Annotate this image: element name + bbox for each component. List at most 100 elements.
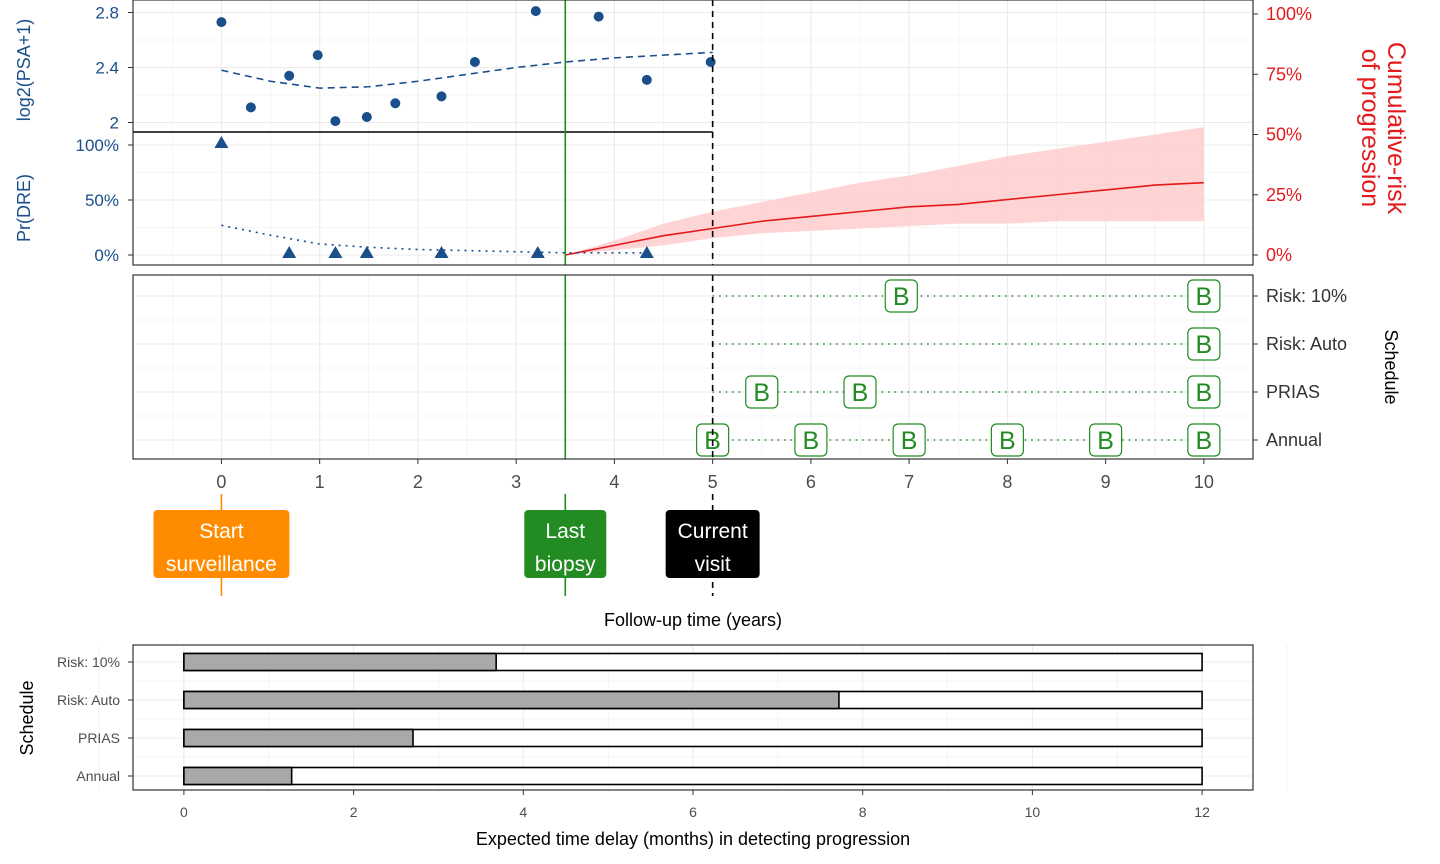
psa-point xyxy=(245,102,256,113)
dre-axis-title: Pr(DRE) xyxy=(14,174,34,242)
event-label-box xyxy=(153,510,290,578)
delay-bar xyxy=(183,766,293,786)
biopsy-marker-label: B xyxy=(1196,427,1213,455)
biopsy-marker-box xyxy=(1187,279,1221,313)
psa-tick-label: 2.8 xyxy=(95,4,119,23)
dre-point xyxy=(282,246,297,258)
psa-point xyxy=(216,17,227,28)
schedule-row-label: PRIAS xyxy=(1266,382,1320,402)
risk-axis-title-line: of progression xyxy=(1356,49,1384,207)
delay-axis-title: Expected time delay (months) in detectin… xyxy=(476,829,910,849)
delay-row-label: Risk: Auto xyxy=(57,692,120,708)
psa-fitted-curve xyxy=(221,51,713,89)
biopsy-marker-label: B xyxy=(1196,379,1213,407)
biopsy-marker-box xyxy=(745,375,779,409)
dre-tick-label: 0% xyxy=(94,246,119,265)
time-tick-label: 9 xyxy=(1101,472,1111,492)
delay-schedule-axis-title: Schedule xyxy=(17,680,37,755)
biopsy-marker: B xyxy=(1089,423,1123,457)
delay-tick-label: 6 xyxy=(689,804,697,820)
biopsy-marker-box xyxy=(1089,423,1123,457)
risk-tick-label: 25% xyxy=(1266,185,1302,205)
delay-tick-label: 2 xyxy=(350,804,358,820)
psa-point xyxy=(705,57,716,67)
biopsy-marker: B xyxy=(1187,279,1221,313)
psa-point xyxy=(436,91,447,102)
biopsy-marker-label: B xyxy=(901,427,918,455)
biopsy-marker: B xyxy=(892,423,926,457)
delay-row-label: Annual xyxy=(76,768,120,784)
psa-axis-title: log2(PSA+1) xyxy=(14,19,34,122)
dre-point xyxy=(328,246,343,258)
time-tick-label: 10 xyxy=(1194,472,1214,492)
psa-point xyxy=(641,74,652,85)
delay-bar-outline xyxy=(183,766,1203,786)
dre-point xyxy=(530,246,545,258)
biopsy-marker-box xyxy=(1187,327,1221,361)
time-tick-label: 6 xyxy=(806,472,816,492)
top-panel-frame xyxy=(132,0,1254,266)
biopsy-marker-label: B xyxy=(1196,283,1213,311)
delay-row-label: Risk: 10% xyxy=(57,654,120,670)
biopsy-marker-label: B xyxy=(753,379,770,407)
risk-tick-label: 50% xyxy=(1266,125,1302,145)
event-label-text: visit xyxy=(695,553,731,576)
delay-tick-label: 12 xyxy=(1194,804,1210,820)
biopsy-marker: B xyxy=(1187,423,1221,457)
biopsy-marker-box xyxy=(884,279,918,313)
delay-tick-label: 8 xyxy=(859,804,867,820)
risk-tick-label: 100% xyxy=(1266,4,1312,24)
time-tick-label: 0 xyxy=(216,472,226,492)
delay-tick-label: 4 xyxy=(519,804,527,820)
psa-tick-label: 2 xyxy=(110,114,119,133)
biopsy-marker: B xyxy=(990,423,1024,457)
time-tick-label: 4 xyxy=(609,472,619,492)
dre-tick-label: 100% xyxy=(76,136,119,155)
biopsy-marker: B xyxy=(1187,375,1221,409)
biopsy-marker: B xyxy=(794,423,828,457)
biopsy-marker-label: B xyxy=(893,283,910,311)
psa-point xyxy=(390,98,401,109)
delay-tick-label: 10 xyxy=(1025,804,1041,820)
biopsy-marker: B xyxy=(1187,327,1221,361)
biopsy-marker: B xyxy=(884,279,918,313)
delay-bar xyxy=(183,652,497,672)
dre-point xyxy=(214,136,229,148)
event-label-box xyxy=(524,510,607,578)
schedule-row-label: Risk: Auto xyxy=(1266,334,1347,354)
schedule-axis-title: Schedule xyxy=(1381,329,1401,404)
biopsy-marker-box xyxy=(843,375,877,409)
biopsy-marker: B xyxy=(745,375,779,409)
dre-point xyxy=(434,246,449,258)
time-tick-label: 8 xyxy=(1002,472,1012,492)
risk-confidence-band xyxy=(565,127,1204,255)
time-tick-label: 1 xyxy=(315,472,325,492)
delay-tick-label: 0 xyxy=(180,804,188,820)
psa-point xyxy=(284,70,295,81)
biopsy-marker-label: B xyxy=(803,427,820,455)
time-axis-title: Follow-up time (years) xyxy=(604,610,782,630)
dre-point xyxy=(639,246,654,258)
time-tick-label: 7 xyxy=(904,472,914,492)
event-label-text: Start xyxy=(199,520,244,543)
event-label-text: biopsy xyxy=(535,553,596,576)
dre-point xyxy=(359,246,374,258)
time-tick-label: 5 xyxy=(708,472,718,492)
biopsy-marker-box xyxy=(1187,375,1221,409)
biopsy-marker-label: B xyxy=(1196,331,1213,359)
risk-tick-label: 75% xyxy=(1266,64,1302,84)
biopsy-marker-label: B xyxy=(852,379,869,407)
schedule-row-label: Risk: 10% xyxy=(1266,286,1347,306)
delay-row-label: PRIAS xyxy=(78,730,120,746)
event-label-box xyxy=(665,510,760,578)
risk-axis-title: Cumulative-riskof progression xyxy=(1356,42,1410,215)
psa-tick-label: 2.4 xyxy=(95,59,119,78)
psa-point xyxy=(469,57,480,67)
biopsy-marker-box xyxy=(990,423,1024,457)
risk-line xyxy=(565,181,1204,256)
event-label-text: Last xyxy=(545,520,585,543)
psa-point xyxy=(530,6,541,17)
biopsy-marker-box xyxy=(794,423,828,457)
time-tick-label: 2 xyxy=(413,472,423,492)
